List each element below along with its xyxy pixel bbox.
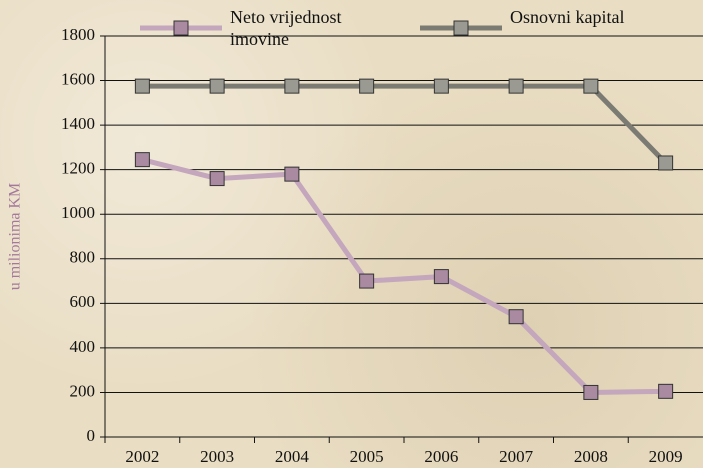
y-tick-label: 0 [87,426,96,445]
marker [658,155,674,171]
x-tick-label: 2009 [649,447,683,466]
marker [134,78,150,94]
marker [284,166,300,182]
marker [284,78,300,94]
marker [583,78,599,94]
x-tick-label: 2004 [275,447,310,466]
series-line [141,157,666,395]
x-tick-label: 2007 [499,447,534,466]
y-tick-label: 600 [70,292,96,311]
x-tick-label: 2005 [350,447,384,466]
y-tick-label: 800 [70,248,96,267]
legend-label: Osnovni kapital [510,7,625,27]
marker [583,384,599,400]
x-tick-label: 2006 [424,447,458,466]
y-tick-label: 200 [70,381,96,400]
marker [433,269,449,285]
x-tick-label: 2002 [125,447,159,466]
marker [134,152,150,168]
x-tick-label: 2008 [574,447,608,466]
y-tick-label: 1600 [61,69,95,88]
y-tick-label: 1000 [61,203,95,222]
marker [658,383,674,399]
legend-marker [453,20,469,36]
marker [508,78,524,94]
marker [433,78,449,94]
marker [359,78,375,94]
y-axis-label: u milionima KM [7,183,24,291]
marker [209,78,225,94]
marker [508,309,524,325]
y-tick-label: 1800 [61,25,95,44]
legend-label: Neto vrijednost imovine [230,7,342,49]
y-tick-label: 400 [70,337,96,356]
series-line [142,83,668,165]
y-tick-label: 1400 [61,114,95,133]
y-tick-label: 1200 [61,159,95,178]
x-tick-label: 2003 [200,447,234,466]
marker [209,171,225,187]
legend-marker [173,20,189,36]
marker [359,273,375,289]
